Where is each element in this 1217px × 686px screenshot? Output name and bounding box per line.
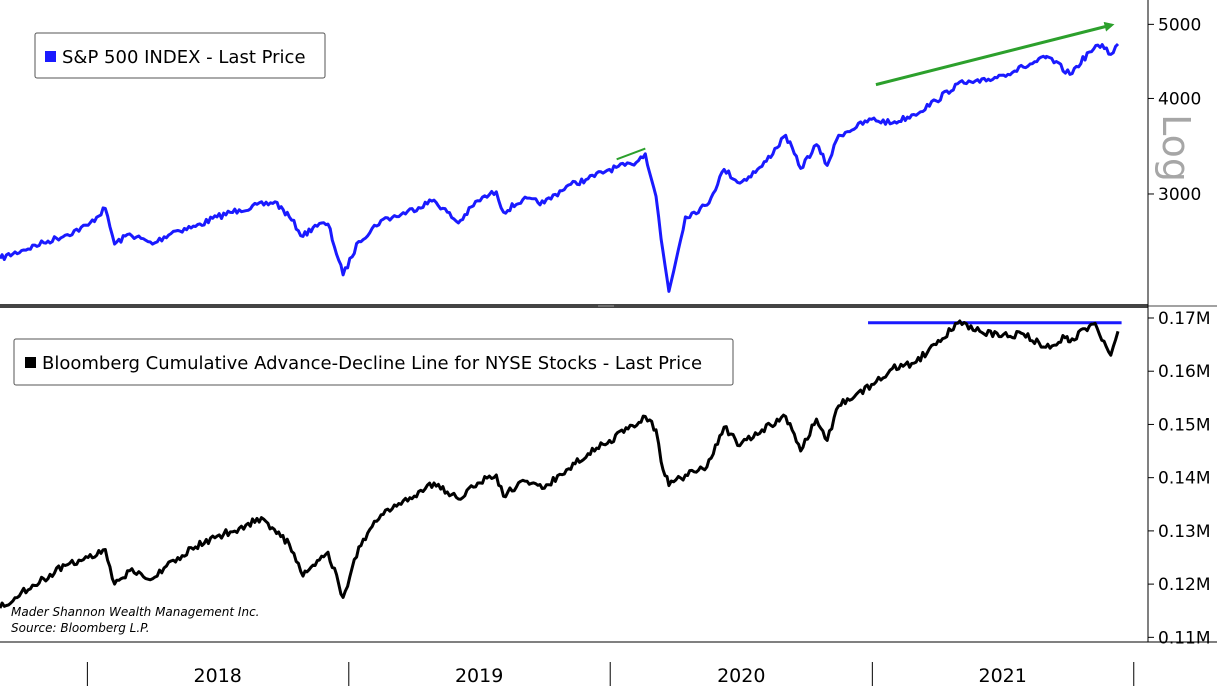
sp500-y-axis: 3000 4000 5000 [1148,15,1201,205]
ad-line-panel: 0.11M 0.12M 0.13M 0.14M 0.15M 0.16M 0.17M Bloo… [0,309,1211,648]
sp500-legend-label: S&P 500 INDEX - Last Price [62,47,306,68]
x-axis: 2018 2019 2020 2021 [0,641,1217,686]
ad-line-series-line [0,319,1120,609]
ad-line-y-tick-label: 0.17M [1158,309,1211,329]
ad-line-legend: Bloomberg Cumulative Advance-Decline Lin… [13,338,734,386]
sp500-y-tick-label: 3000 [1158,185,1201,205]
sp500-annotations [616,21,1115,161]
sp500-y-tick-label: 5000 [1158,15,1201,35]
x-year-label: 2020 [717,665,765,686]
sp500-legend: S&P 500 INDEX - Last Price [34,32,326,79]
footer-firm: Mader Shannon Wealth Management Inc. [11,605,259,619]
log-scale-label: Log [1154,114,1198,182]
sp500-legend-box [34,32,326,79]
x-year-label: 2019 [455,665,503,686]
sp500-y-tick-label: 4000 [1158,89,1201,109]
ad-line-legend-label: Bloomberg Cumulative Advance-Decline Lin… [42,353,702,374]
ad-line-y-axis: 0.11M 0.12M 0.13M 0.14M 0.15M 0.16M 0.17M [1148,309,1211,648]
footer-source: Source: Bloomberg L.P. [11,621,150,635]
ad-line-y-tick-label: 0.14M [1158,469,1211,489]
ad-line-y-tick-label: 0.11M [1158,628,1211,648]
sp500-trend-arrow [875,21,1115,87]
sp500-series-line [0,42,1120,293]
sp500-trend-line [616,147,646,161]
sp500-legend-swatch [45,51,56,62]
x-year-label: 2021 [979,665,1027,686]
ad-line-y-tick-label: 0.12M [1158,575,1211,595]
ad-line-y-tick-label: 0.15M [1158,415,1211,435]
ad-line-legend-swatch [25,357,36,368]
ad-line-y-tick-label: 0.16M [1158,362,1211,382]
ad-line-y-tick-label: 0.13M [1158,522,1211,542]
ad-line-legend-box [13,338,734,386]
x-year-label: 2018 [194,665,242,686]
